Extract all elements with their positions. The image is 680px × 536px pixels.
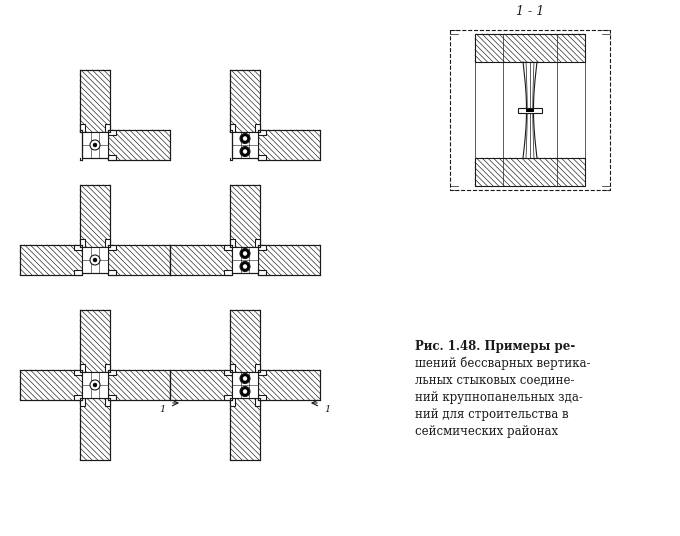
Bar	[258, 130, 266, 135]
Circle shape	[90, 380, 100, 390]
Circle shape	[90, 255, 100, 265]
Bar	[232, 372, 258, 398]
Bar	[105, 398, 110, 406]
Bar	[74, 370, 82, 375]
Text: льных стыковых соедине-: льных стыковых соедине-	[415, 374, 575, 387]
Circle shape	[243, 264, 247, 269]
Bar	[230, 398, 260, 460]
Circle shape	[240, 262, 250, 272]
Circle shape	[240, 374, 250, 383]
Bar	[80, 124, 85, 132]
Bar	[170, 245, 232, 275]
Bar	[450, 30, 610, 190]
Circle shape	[240, 249, 250, 258]
Bar	[80, 364, 85, 372]
Circle shape	[93, 383, 97, 387]
Bar	[258, 270, 266, 275]
Bar	[232, 247, 258, 273]
Bar	[258, 370, 266, 375]
Circle shape	[90, 140, 100, 150]
Circle shape	[243, 251, 247, 256]
Bar	[20, 370, 82, 400]
Bar	[105, 239, 110, 247]
Bar	[475, 34, 585, 62]
Text: ний для строительства в: ний для строительства в	[415, 408, 568, 421]
Circle shape	[240, 386, 250, 397]
Bar	[105, 124, 110, 132]
Bar	[80, 398, 110, 460]
Bar	[255, 398, 260, 406]
Bar	[224, 395, 232, 400]
Text: ний крупнопанельных зда-: ний крупнопанельных зда-	[415, 391, 583, 404]
Bar	[108, 395, 116, 400]
Bar	[523, 62, 537, 158]
Bar	[82, 372, 108, 398]
Bar	[230, 239, 235, 247]
Circle shape	[243, 150, 247, 153]
Bar	[526, 108, 534, 111]
Bar	[20, 245, 82, 275]
Bar	[224, 245, 232, 250]
Bar	[258, 370, 320, 400]
Bar	[258, 245, 266, 250]
Text: шений бессварных вертика-: шений бессварных вертика-	[415, 357, 590, 370]
Bar	[230, 124, 235, 132]
Bar	[224, 370, 232, 375]
Bar	[518, 108, 542, 113]
Bar	[82, 132, 108, 158]
Bar	[74, 270, 82, 275]
Bar	[108, 130, 170, 160]
Circle shape	[243, 390, 247, 393]
Bar	[80, 70, 110, 132]
Bar	[255, 124, 260, 132]
Bar	[475, 158, 585, 186]
Bar	[80, 310, 110, 372]
Circle shape	[240, 146, 250, 157]
Bar	[82, 247, 108, 273]
Bar	[108, 155, 116, 160]
Bar	[258, 130, 320, 160]
Bar	[80, 185, 110, 247]
Bar	[255, 239, 260, 247]
Bar	[230, 185, 260, 247]
Bar	[80, 239, 85, 247]
Bar	[105, 364, 110, 372]
Circle shape	[243, 376, 247, 381]
Text: 1: 1	[160, 405, 166, 414]
Text: Рис. 1.48. Примеры ре-: Рис. 1.48. Примеры ре-	[415, 340, 575, 353]
Bar	[108, 370, 116, 375]
Bar	[80, 398, 85, 406]
Bar	[230, 310, 260, 372]
Bar	[230, 70, 260, 132]
Text: сейсмических районах: сейсмических районах	[415, 425, 558, 438]
Text: 1: 1	[324, 405, 330, 414]
Bar	[255, 364, 260, 372]
Bar	[230, 398, 235, 406]
Bar	[108, 130, 116, 135]
Bar	[224, 270, 232, 275]
Bar	[108, 270, 116, 275]
Circle shape	[240, 133, 250, 144]
Bar	[108, 245, 116, 250]
Bar	[258, 155, 266, 160]
Text: 1 - 1: 1 - 1	[516, 5, 544, 18]
Bar	[74, 245, 82, 250]
Bar	[108, 370, 170, 400]
Bar	[232, 132, 258, 158]
Bar	[170, 370, 232, 400]
Bar	[258, 245, 320, 275]
Bar	[230, 364, 235, 372]
Circle shape	[93, 143, 97, 147]
Bar	[258, 395, 266, 400]
Bar	[108, 245, 170, 275]
Circle shape	[243, 137, 247, 140]
Bar	[74, 395, 82, 400]
Circle shape	[93, 258, 97, 262]
